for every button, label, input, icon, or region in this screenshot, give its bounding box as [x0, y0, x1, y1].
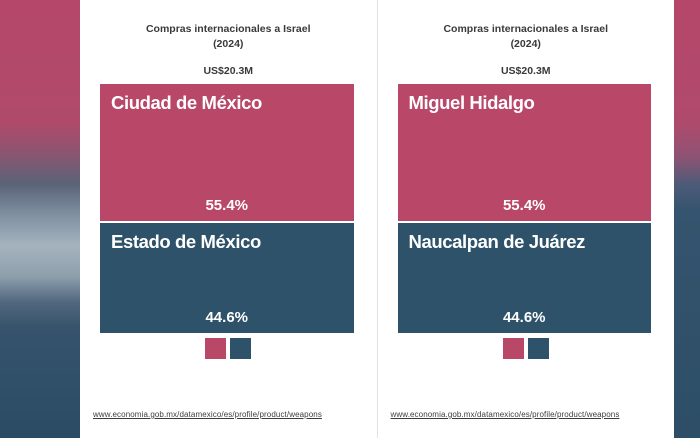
segment-label: Ciudad de México — [111, 92, 262, 114]
chart-panel-right: Compras internacionales a Israel (2024) … — [376, 0, 675, 438]
legend — [378, 338, 675, 360]
source-link[interactable]: www.economia.gob.mx/datamexico/es/profil… — [93, 410, 322, 419]
chart-title-line1: Compras internacionales a Israel — [145, 23, 311, 35]
segment-percentage: 55.4% — [502, 197, 546, 215]
legend-swatch-blue[interactable] — [230, 338, 252, 360]
segment-percentage: 55.4% — [205, 197, 249, 215]
chart-cards-container: Compras internacionales a Israel (2024) … — [80, 0, 674, 438]
legend-swatch-pink[interactable] — [205, 338, 227, 360]
legend-swatch-pink[interactable] — [502, 338, 524, 360]
treemap-segment-naucalpan-de-juarez[interactable]: Naucalpan de Juárez 44.6% — [397, 223, 651, 334]
segment-percentage: 44.6% — [502, 309, 546, 327]
chart-panel-left: Compras internacionales a Israel (2024) … — [80, 0, 377, 438]
legend-swatch-blue[interactable] — [527, 338, 549, 360]
total-value: US$20.3M — [500, 65, 551, 78]
chart-title: Compras internacionales a Israel (2024) — [378, 22, 675, 52]
chart-title-year: (2024) — [213, 38, 244, 51]
total-value: US$20.3M — [203, 65, 254, 78]
chart-title-line1: Compras internacionales a Israel — [443, 23, 609, 35]
chart-title-year: (2024) — [510, 38, 541, 51]
segment-percentage: 44.6% — [205, 309, 249, 327]
source-link[interactable]: www.economia.gob.mx/datamexico/es/profil… — [390, 410, 620, 419]
treemap-segment-miguel-hidalgo[interactable]: Miguel Hidalgo 55.4% — [397, 84, 651, 222]
background-blur-left — [0, 0, 80, 438]
background-blur-right — [674, 0, 700, 438]
segment-label: Estado de México — [111, 231, 261, 253]
treemap-chart: Miguel Hidalgo 55.4% Naucalpan de Juárez… — [397, 84, 651, 334]
segment-label: Naucalpan de Juárez — [408, 231, 586, 253]
segment-label: Miguel Hidalgo — [408, 92, 535, 114]
legend — [80, 338, 377, 360]
chart-title: Compras internacionales a Israel (2024) — [80, 22, 377, 52]
treemap-segment-ciudad-de-mexico[interactable]: Ciudad de México 55.4% — [100, 84, 354, 222]
treemap-segment-estado-de-mexico[interactable]: Estado de México 44.6% — [100, 223, 354, 334]
treemap-chart: Ciudad de México 55.4% Estado de México … — [100, 84, 354, 334]
